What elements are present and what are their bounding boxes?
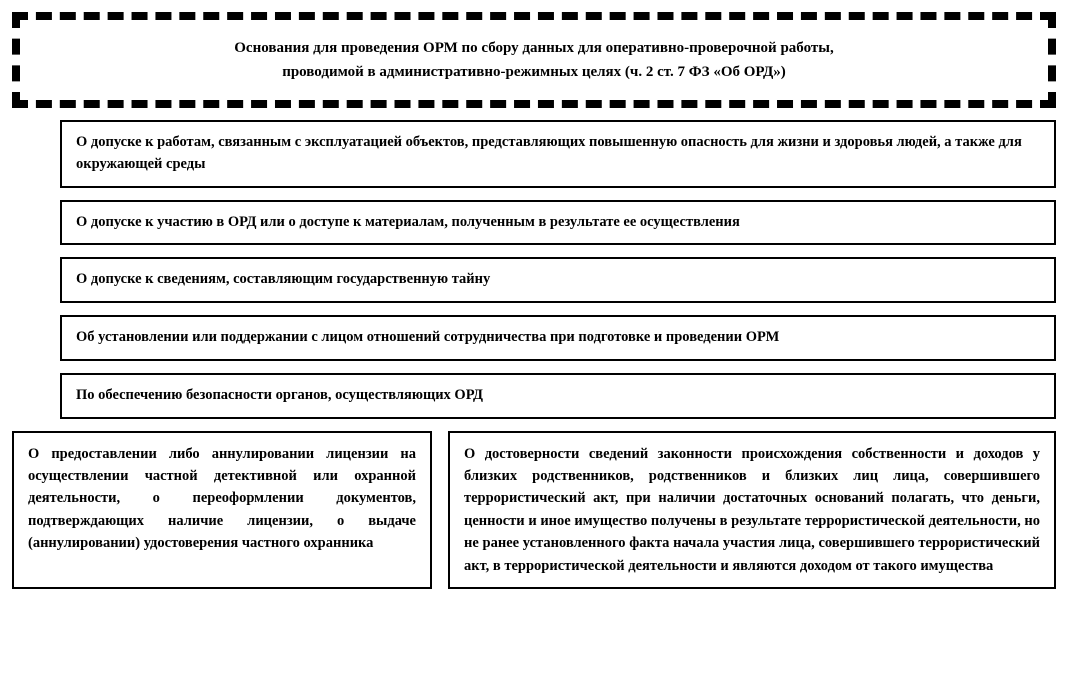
item-row-4: По обеспечению безопасности органов, осу… xyxy=(12,373,1056,419)
item-box-0: О допуске к работам, связанным с эксплуа… xyxy=(60,120,1056,188)
item-row-0: О допуске к работам, связанным с эксплуа… xyxy=(12,120,1056,188)
item-indent xyxy=(12,257,60,303)
bottom-box-left: О предоставлении либо аннулировании лице… xyxy=(12,431,432,590)
item-row-2: О допуске к сведениям, составляющим госу… xyxy=(12,257,1056,303)
header-title-line2: проводимой в административно-режимных це… xyxy=(48,60,1020,84)
item-indent xyxy=(12,200,60,246)
item-row-1: О допуске к участию в ОРД или о доступе … xyxy=(12,200,1056,246)
bottom-row: О предоставлении либо аннулировании лице… xyxy=(12,431,1056,590)
item-indent xyxy=(12,373,60,419)
header-box: Основания для проведения ОРМ по сбору да… xyxy=(12,12,1056,108)
item-box-1: О допуске к участию в ОРД или о доступе … xyxy=(60,200,1056,246)
header-title-line1: Основания для проведения ОРМ по сбору да… xyxy=(48,36,1020,60)
item-box-3: Об установлении или поддержании с лицом … xyxy=(60,315,1056,361)
item-box-4: По обеспечению безопасности органов, осу… xyxy=(60,373,1056,419)
item-indent xyxy=(12,120,60,188)
item-box-2: О допуске к сведениям, составляющим госу… xyxy=(60,257,1056,303)
bottom-box-right: О достоверности сведений законности прои… xyxy=(448,431,1056,590)
item-row-3: Об установлении или поддержании с лицом … xyxy=(12,315,1056,361)
item-indent xyxy=(12,315,60,361)
